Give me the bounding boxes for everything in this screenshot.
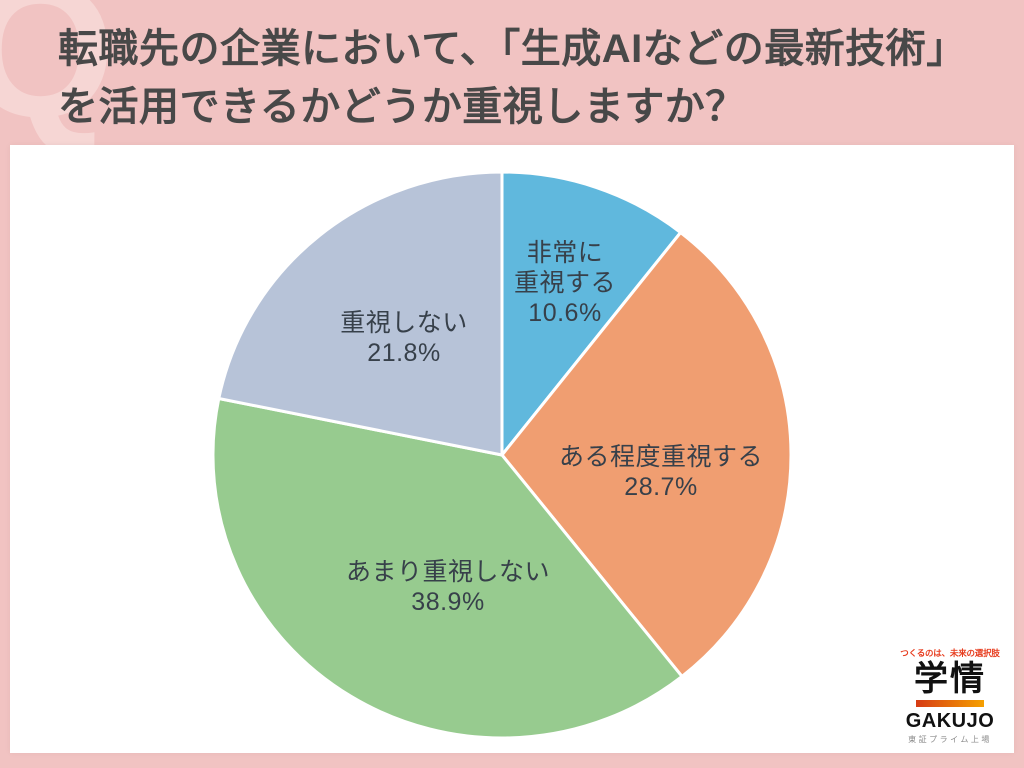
question-title: 転職先の企業において、「生成AIなどの最新技術」 を活用できるかどうか重視します… — [58, 20, 967, 136]
pie-label-value: 28.7% — [624, 473, 698, 501]
pie-label-value: 21.8% — [367, 339, 441, 367]
pie-label-text: ある程度重視する — [558, 443, 764, 471]
pie-label-value: 10.6% — [528, 299, 602, 327]
pie-label-somewhat-important: ある程度重視する 28.7% — [559, 442, 763, 502]
question-title-line2: を活用できるかどうか重視しますか？ — [58, 85, 746, 129]
logo-tagline: つくるのは、未来の選択肢 — [900, 648, 1000, 658]
pie-slices — [211, 170, 793, 740]
logo-subtitle: 東証プライム上場 — [908, 735, 992, 744]
question-title-line1: 転職先の企業において、「生成AIなどの最新技術」 — [58, 27, 967, 71]
pie-label-text: 重視しない — [340, 309, 468, 337]
pie-slice-0 — [500, 170, 683, 457]
pie-label-text: 重視する — [513, 269, 617, 297]
pie-label-text: あまり重視しない — [345, 558, 551, 586]
pie-slice-3 — [217, 170, 504, 457]
logo-gradient-bar — [916, 700, 984, 707]
pie-slice-2 — [211, 397, 684, 740]
pie-label-not-important: 重視しない 21.8% — [340, 308, 468, 368]
pie-slice-1 — [500, 231, 793, 678]
pie-label-text: 非常に — [526, 239, 604, 267]
logo-kanji: 学情 — [914, 660, 986, 698]
q-watermark: Q — [0, 0, 116, 157]
gakujo-logo: つくるのは、未来の選択肢 学情 GAKUJO 東証プライム上場 — [895, 647, 1005, 745]
logo-roman: GAKUJO — [905, 710, 995, 732]
pie-label-very-important: 非常に 重視する 10.6% — [514, 238, 616, 328]
pie-label-value: 38.9% — [411, 588, 485, 616]
pie-chart — [211, 170, 793, 740]
pie-label-not-very-important: あまり重視しない 38.9% — [346, 557, 550, 617]
chart-panel: 非常に 重視する 10.6% ある程度重視する 28.7% あまり重視しない 3… — [10, 145, 1014, 753]
